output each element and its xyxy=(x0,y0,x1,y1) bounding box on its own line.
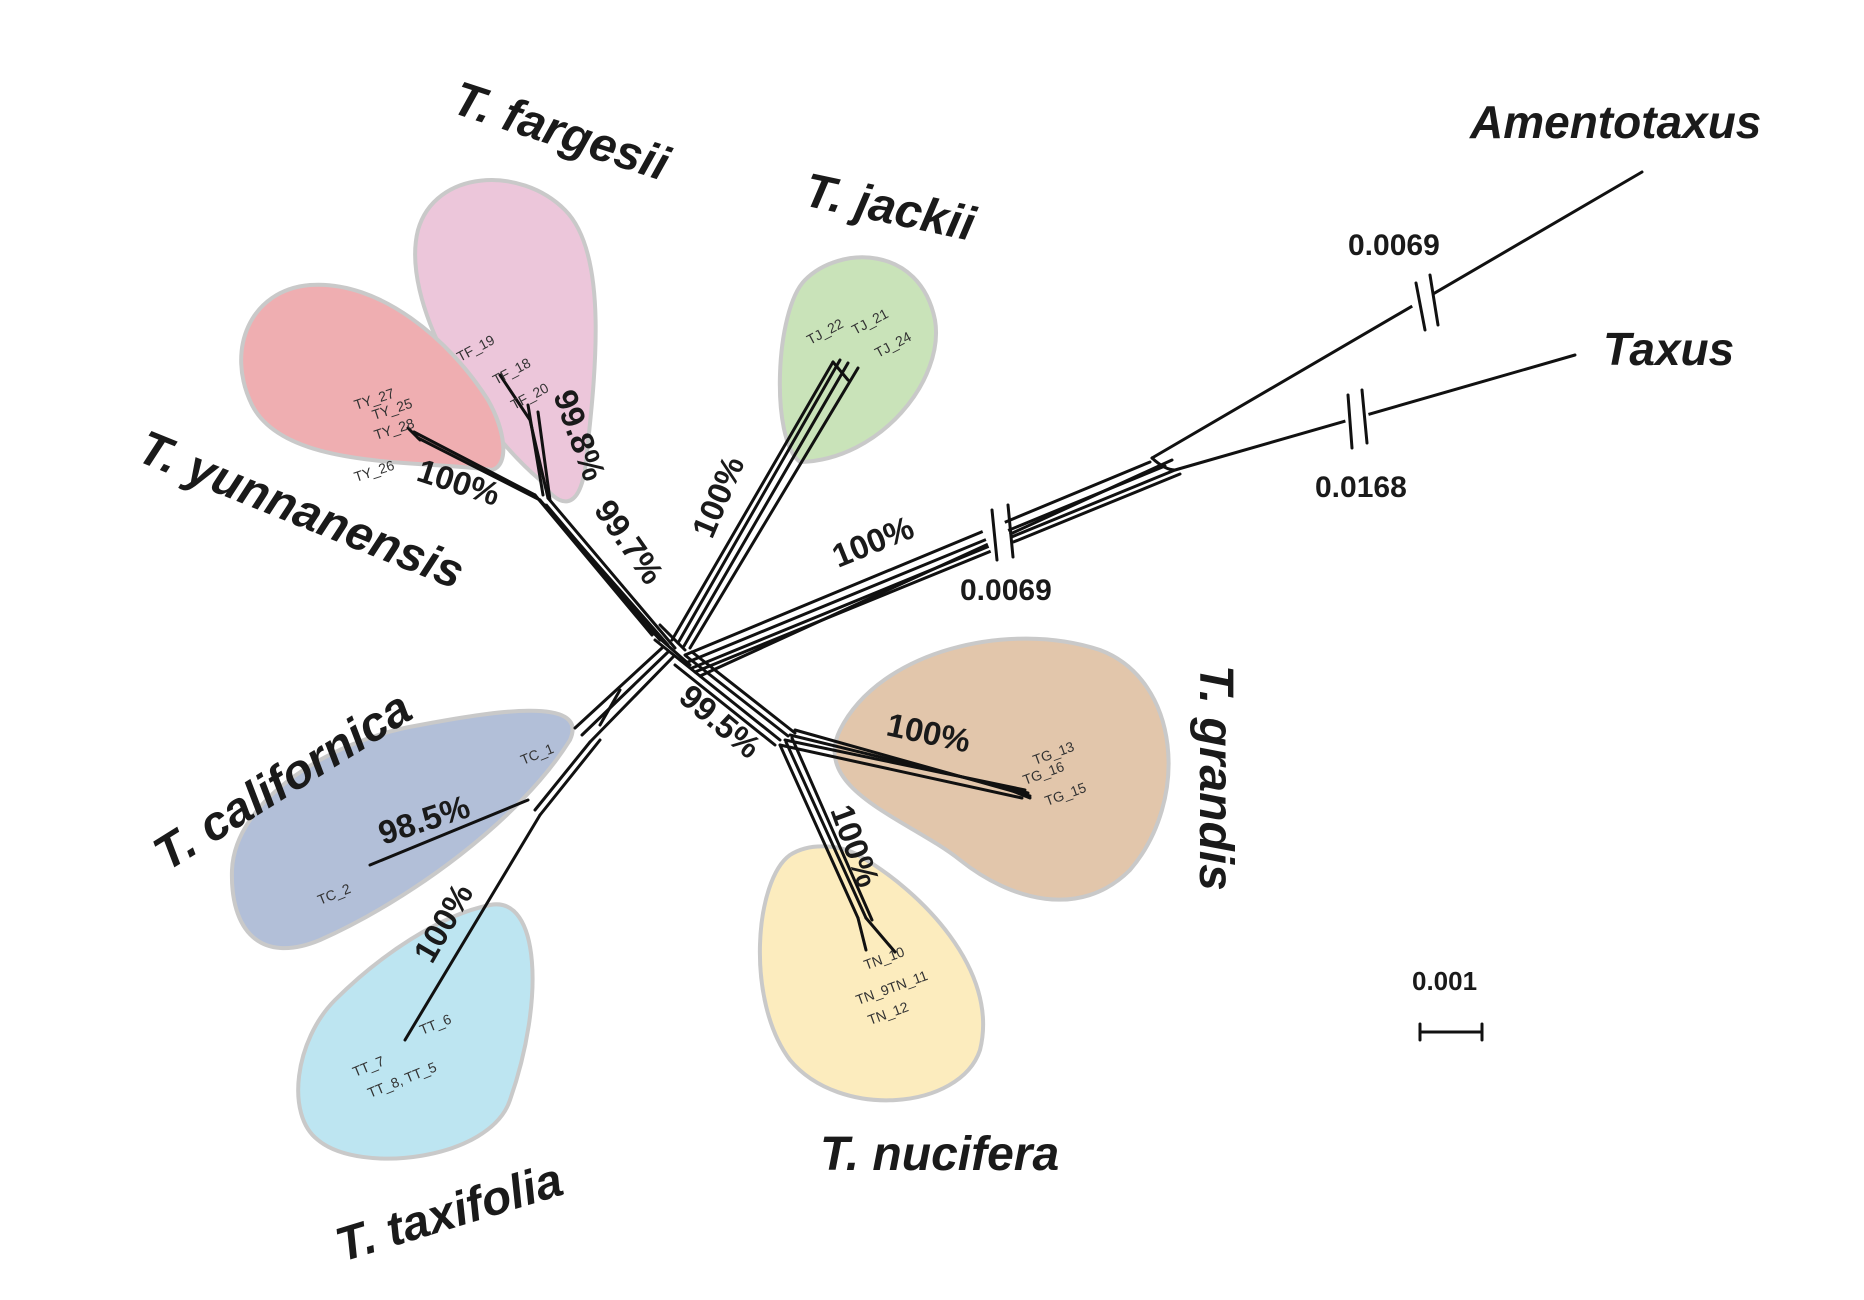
branch-fargesii xyxy=(498,373,552,502)
brlen-amentotaxus: 0.0069 xyxy=(1348,229,1440,262)
clade-blob-grandis xyxy=(832,636,1171,902)
branch-grandis xyxy=(778,728,1032,800)
branch-break-stem xyxy=(974,502,1020,568)
label-taxus: Taxus xyxy=(1603,323,1734,375)
branch-taxus xyxy=(1150,353,1577,472)
brlen-stem: 0.0069 xyxy=(960,574,1052,607)
clade-blob-californica xyxy=(229,708,575,951)
branch-break-amentotaxus xyxy=(1402,273,1450,335)
branch-nucifera-grandis xyxy=(673,650,797,747)
clade-blob-jackii xyxy=(777,255,939,465)
label-fargesii: T. fargesii xyxy=(447,72,677,192)
branch-amentotaxus xyxy=(1150,170,1644,460)
clade-blob-taxifolia xyxy=(296,902,535,1161)
label-taxifolia: T. taxifolia xyxy=(330,1153,569,1272)
branch-outgroup-stem xyxy=(683,458,1182,678)
branch-yunnanensis xyxy=(406,426,542,502)
branch-californica-taxifolia xyxy=(533,646,676,817)
branch-taxifolia xyxy=(403,813,542,1042)
brlen-taxus: 0.0168 xyxy=(1315,471,1407,504)
label-jackii: T. jackii xyxy=(800,164,981,252)
branch-nucifera xyxy=(778,736,897,954)
scale-bar: 0.001 xyxy=(1412,966,1484,1042)
branch-fargesii-yunnanensis xyxy=(533,493,677,650)
clade-blob-nucifera xyxy=(758,844,986,1103)
clade-blob-yunnanensis xyxy=(239,282,506,473)
scale-bar-label: 0.001 xyxy=(1412,966,1477,996)
label-amentotaxus: Amentotaxus xyxy=(1469,96,1761,148)
label-grandis: T. grandis xyxy=(1189,665,1242,891)
branch-break-taxus xyxy=(1338,388,1376,450)
support-fargesii-yunnanensis: 99.7% xyxy=(587,493,671,591)
branch-californica xyxy=(368,798,530,867)
support-jackii: 100% xyxy=(684,451,751,543)
label-nucifera: T. nucifera xyxy=(820,1128,1059,1181)
branch-jackii xyxy=(670,358,860,650)
